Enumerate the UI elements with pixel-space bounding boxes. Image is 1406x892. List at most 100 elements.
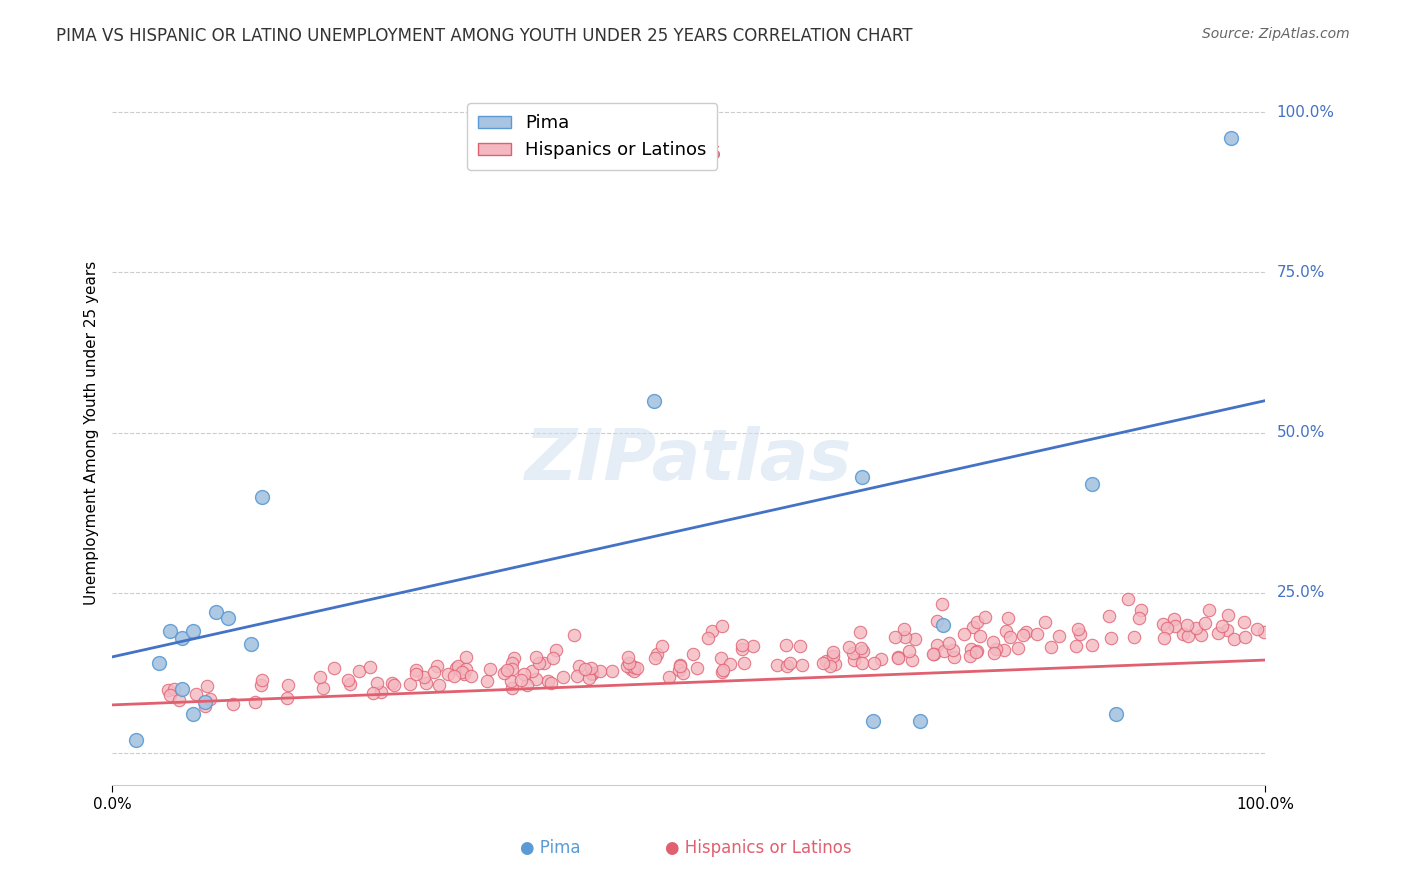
Point: [239, 637, 262, 651]
Point: [170, 631, 193, 645]
Point: [966, 644, 988, 658]
Point: [869, 652, 891, 666]
Point: [501, 681, 523, 695]
Point: [1129, 603, 1152, 617]
Point: [838, 640, 860, 654]
Point: [862, 657, 884, 671]
Point: [851, 657, 873, 671]
Point: [823, 649, 845, 664]
Point: [1216, 608, 1239, 623]
Point: [682, 648, 704, 662]
Point: [1253, 624, 1275, 639]
Point: [516, 678, 538, 692]
Point: [546, 643, 568, 657]
Point: [1104, 707, 1126, 722]
Text: ● Hispanics or Latinos: ● Hispanics or Latinos: [665, 839, 852, 857]
Point: [1206, 626, 1229, 640]
Point: [405, 663, 427, 677]
Y-axis label: Unemployment Among Youth under 25 years: Unemployment Among Youth under 25 years: [83, 260, 98, 605]
Point: [1233, 630, 1256, 644]
Point: [645, 647, 668, 661]
Point: [159, 688, 181, 702]
Point: [741, 639, 763, 653]
Point: [898, 644, 921, 658]
Text: 100.0%: 100.0%: [1277, 105, 1334, 120]
Point: [423, 665, 446, 679]
Point: [454, 650, 477, 665]
Point: [454, 662, 477, 676]
Text: Source: ZipAtlas.com: Source: ZipAtlas.com: [1202, 27, 1350, 41]
Point: [250, 678, 273, 692]
Point: [1025, 627, 1047, 641]
Point: [932, 644, 955, 658]
Point: [984, 641, 1007, 656]
Point: [887, 651, 910, 665]
Point: [623, 664, 645, 678]
Point: [221, 697, 243, 711]
Point: [1223, 632, 1246, 646]
Point: [844, 653, 866, 667]
Point: [998, 630, 1021, 644]
Point: [995, 624, 1018, 638]
Point: [540, 675, 562, 690]
Text: 25.0%: 25.0%: [1277, 585, 1324, 600]
Point: [415, 676, 437, 690]
Point: [309, 670, 332, 684]
Point: [931, 597, 953, 611]
Point: [962, 619, 984, 633]
Point: [181, 707, 204, 722]
Point: [565, 669, 588, 683]
Text: 50.0%: 50.0%: [1277, 425, 1324, 440]
Point: [960, 641, 983, 656]
Point: [901, 653, 924, 667]
Point: [616, 659, 638, 673]
Point: [711, 663, 734, 677]
Point: [336, 673, 359, 687]
Point: [849, 624, 872, 639]
Point: [776, 659, 799, 673]
Point: [412, 670, 434, 684]
Point: [943, 650, 966, 665]
Point: [908, 714, 931, 728]
Point: [366, 676, 388, 690]
Point: [766, 657, 789, 672]
Point: [718, 657, 741, 671]
Point: [893, 622, 915, 636]
Point: [952, 627, 974, 641]
Point: [983, 646, 1005, 660]
Point: [658, 670, 681, 684]
Point: [163, 681, 186, 696]
Point: [252, 490, 274, 504]
Point: [339, 677, 361, 691]
Point: [370, 684, 392, 698]
Point: [1233, 615, 1256, 629]
Point: [527, 657, 550, 671]
Point: [581, 666, 603, 681]
Point: [620, 662, 643, 676]
Point: [181, 624, 204, 639]
Point: [959, 649, 981, 664]
Point: [1033, 615, 1056, 630]
Point: [250, 673, 273, 687]
Point: [710, 651, 733, 665]
Point: [1177, 629, 1199, 643]
Point: [1164, 619, 1187, 633]
Point: [1216, 623, 1239, 637]
Point: [710, 619, 733, 633]
Point: [1015, 624, 1038, 639]
Point: [501, 662, 523, 676]
Point: [398, 677, 420, 691]
Point: [524, 649, 547, 664]
Point: [451, 665, 474, 680]
Text: ● Pima: ● Pima: [520, 839, 581, 857]
Point: [156, 683, 179, 698]
Point: [589, 664, 612, 678]
Point: [513, 667, 536, 681]
Point: [922, 648, 945, 662]
Point: [460, 669, 482, 683]
Point: [821, 645, 844, 659]
Point: [277, 678, 299, 692]
Point: [813, 657, 835, 671]
Point: [1099, 631, 1122, 645]
Point: [969, 629, 991, 643]
